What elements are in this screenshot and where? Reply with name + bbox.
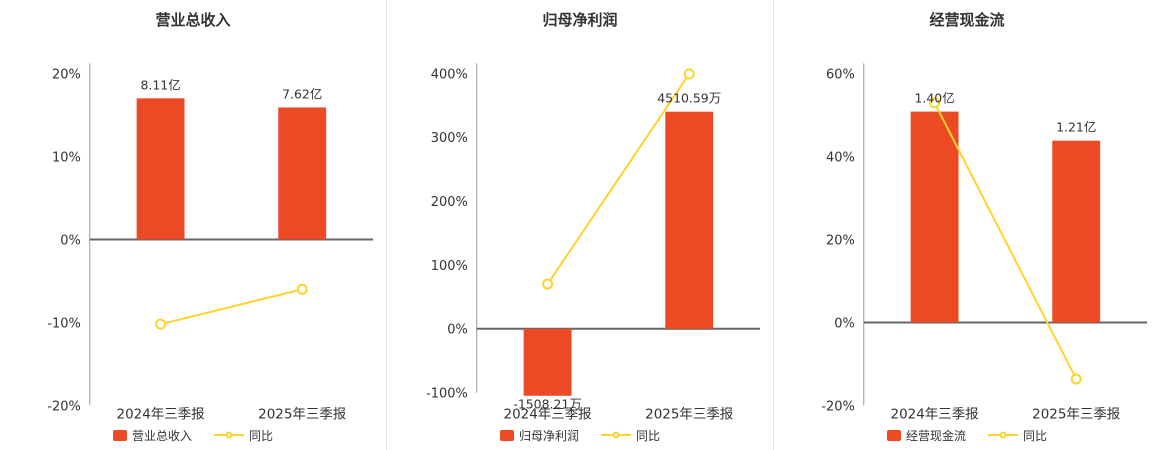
cash-flow-legend: 经营现金流 同比 bbox=[774, 422, 1160, 448]
x-category-label: 2025年三季报 bbox=[645, 407, 733, 422]
yoy-line bbox=[933, 102, 1078, 380]
revenue-legend: 营业总收入 同比 bbox=[0, 422, 386, 448]
x-category-label: 2024年三季报 bbox=[117, 407, 205, 422]
bar-swatch-icon bbox=[499, 429, 514, 441]
y-tick-label: 20% bbox=[52, 67, 81, 82]
yoy-line bbox=[546, 73, 691, 285]
legend-item-bar: 营业总收入 bbox=[112, 427, 192, 444]
bar bbox=[136, 98, 185, 240]
legend-item-line: 同比 bbox=[601, 427, 660, 444]
bar bbox=[1052, 140, 1101, 323]
legend-bar-label: 归母净利润 bbox=[518, 428, 579, 443]
bar-value-label: 1.40亿 bbox=[914, 91, 954, 106]
chart-title-revenue: 营业总收入 bbox=[155, 10, 231, 29]
bar bbox=[523, 328, 572, 396]
y-tick-label: -20% bbox=[821, 400, 854, 415]
yoy-marker bbox=[296, 283, 308, 295]
legend-line-label: 同比 bbox=[249, 428, 274, 443]
y-tick-label: 0% bbox=[60, 233, 81, 248]
bar-value-label: -1508.21万 bbox=[513, 397, 581, 412]
net-profit-panel: 归母净利润 400% 300% 200% 100% 0% -100% -1508.21万 45… bbox=[386, 0, 773, 450]
line-marker-icon bbox=[988, 430, 1018, 441]
bar-value-label: 7.62亿 bbox=[282, 86, 322, 101]
x-category-label: 2025年三季报 bbox=[258, 407, 346, 422]
cash-flow-chart-canvas: 60% 40% 20% 0% -20% 1.40亿 1.21亿 2024年三季报 2025年三季… bbox=[821, 63, 1148, 422]
yoy-marker bbox=[155, 318, 167, 330]
y-tick-label: 300% bbox=[431, 131, 468, 146]
chart-title-net-profit: 归母净利润 bbox=[542, 10, 618, 29]
bar-value-label: 8.11亿 bbox=[140, 77, 180, 92]
y-tick-label: 0% bbox=[834, 316, 855, 331]
y-tick-label: 0% bbox=[447, 323, 468, 338]
net-profit-chart-canvas: 400% 300% 200% 100% 0% -100% -1508.21万 4510.59万… bbox=[426, 63, 761, 422]
cash-flow-panel: 经营现金流 60% 40% 20% 0% -20% 1.40亿 1.21亿 2024年三季报 2… bbox=[773, 0, 1160, 450]
legend-bar-label: 经营现金流 bbox=[905, 428, 966, 443]
chart-title-cash-flow: 经营现金流 bbox=[929, 10, 1005, 29]
legend-item-line: 同比 bbox=[988, 427, 1047, 444]
bar-value-label: 4510.59万 bbox=[657, 91, 721, 106]
legend-bar-label: 营业总收入 bbox=[131, 428, 192, 443]
line-marker-icon bbox=[214, 430, 244, 441]
legend-line-label: 同比 bbox=[1023, 428, 1048, 443]
x-category-label: 2024年三季报 bbox=[891, 407, 979, 422]
revenue-panel: 营业总收入 20% 10% 0% -10% -20% 8.11亿 7.62亿 2024年三季报… bbox=[0, 0, 386, 450]
y-tick-label: -20% bbox=[47, 400, 80, 415]
x-category-label: 2025年三季报 bbox=[1032, 407, 1120, 422]
y-tick-label: 20% bbox=[826, 233, 855, 248]
y-tick-label: 200% bbox=[431, 195, 468, 210]
legend-item-line: 同比 bbox=[214, 427, 273, 444]
y-tick-label: 40% bbox=[826, 150, 855, 165]
y-tick-label: -100% bbox=[426, 387, 468, 402]
y-tick-label: -10% bbox=[47, 316, 80, 331]
bar-swatch-icon bbox=[886, 429, 901, 441]
y-tick-label: 10% bbox=[52, 150, 81, 165]
bar-value-label: 1.21亿 bbox=[1056, 120, 1096, 135]
x-category-label: 2024年三季报 bbox=[504, 407, 592, 422]
bar-swatch-icon bbox=[112, 429, 127, 441]
yoy-marker bbox=[683, 68, 695, 80]
y-tick-label: 60% bbox=[826, 67, 855, 82]
net-profit-legend: 归母净利润 同比 bbox=[387, 422, 773, 448]
legend-item-bar: 经营现金流 bbox=[886, 427, 966, 444]
bar bbox=[278, 107, 327, 240]
line-marker-icon bbox=[601, 430, 631, 441]
yoy-marker bbox=[929, 97, 941, 109]
legend-line-label: 同比 bbox=[636, 428, 661, 443]
y-tick-label: 400% bbox=[431, 67, 468, 82]
yoy-line bbox=[160, 288, 303, 326]
yoy-marker bbox=[542, 278, 554, 290]
legend-item-bar: 归母净利润 bbox=[499, 427, 579, 444]
y-tick-label: 100% bbox=[431, 259, 468, 274]
bar bbox=[910, 111, 959, 323]
revenue-chart-canvas: 20% 10% 0% -10% -20% 8.11亿 7.62亿 2024年三季报 2025年三… bbox=[47, 63, 374, 422]
yoy-marker bbox=[1070, 373, 1082, 385]
bar bbox=[665, 111, 714, 329]
